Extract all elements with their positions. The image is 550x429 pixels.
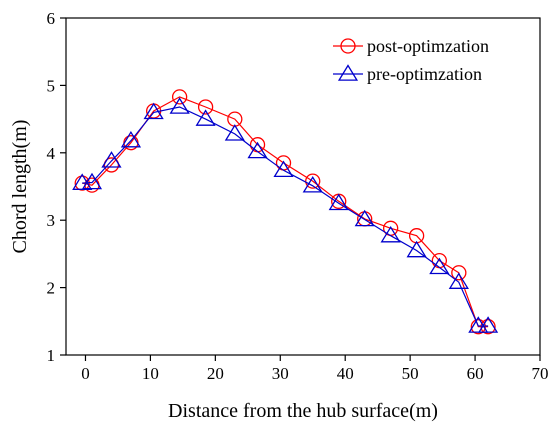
x-tick-label: 0 xyxy=(81,364,90,383)
legend-marker-pre-optimzation xyxy=(337,64,359,81)
data-point-post-optimzation xyxy=(451,265,467,281)
series-layer xyxy=(72,89,499,335)
x-tick-label: 50 xyxy=(402,364,419,383)
y-tick-label: 2 xyxy=(47,279,56,298)
data-point-pre-optimzation xyxy=(448,272,469,289)
legend-label-pre-optimzation: pre-optimzation xyxy=(367,64,482,84)
y-tick-label: 6 xyxy=(47,9,56,28)
series-line-pre-optimzation xyxy=(82,106,489,327)
data-point-post-optimzation xyxy=(197,99,214,115)
data-point-post-optimzation xyxy=(305,173,321,189)
y-tick-label: 4 xyxy=(47,144,56,163)
plot-frame xyxy=(65,17,541,356)
data-point-pre-optimzation xyxy=(101,151,122,168)
legend-label-post-optimzation: post-optimzation xyxy=(367,36,489,56)
data-point-pre-optimzation xyxy=(273,160,294,178)
y-tick-label: 1 xyxy=(47,346,56,365)
data-point-pre-optimzation xyxy=(81,172,103,190)
data-point-post-optimzation xyxy=(171,89,188,105)
data-point-pre-optimzation xyxy=(143,102,164,120)
x-tick-label: 70 xyxy=(532,364,549,383)
x-tick-label: 30 xyxy=(272,364,289,383)
data-point-pre-optimzation xyxy=(224,124,245,141)
legend: post-optimzation pre-optimzation xyxy=(333,36,489,84)
data-point-pre-optimzation xyxy=(429,257,450,275)
x-tick-label: 60 xyxy=(467,364,484,383)
series-line-post-optimzation xyxy=(82,96,489,328)
data-point-pre-optimzation xyxy=(477,316,499,333)
data-point-pre-optimzation xyxy=(328,193,349,211)
data-point-pre-optimzation xyxy=(195,109,216,126)
y-axis-title: Chord length(m) xyxy=(9,120,31,254)
x-tick-label: 20 xyxy=(207,364,224,383)
ticks-layer: 0 10 20 30 40 50 60 70 1 2 3 4 5 6 xyxy=(47,9,549,383)
data-point-pre-optimzation xyxy=(247,141,268,159)
data-point-pre-optimzation xyxy=(380,225,401,243)
x-axis-title: Distance from the hub surface(m) xyxy=(168,400,438,422)
data-point-pre-optimzation xyxy=(169,97,190,114)
data-point-post-optimzation xyxy=(480,319,496,335)
data-point-pre-optimzation xyxy=(302,176,323,193)
legend-marker-post-optimzation xyxy=(340,38,356,54)
data-point-pre-optimzation xyxy=(354,209,375,227)
data-point-post-optimzation xyxy=(470,319,486,335)
x-tick-label: 40 xyxy=(337,364,354,383)
data-point-pre-optimzation xyxy=(406,240,427,258)
y-tick-label: 3 xyxy=(47,211,56,230)
x-tick-label: 10 xyxy=(142,364,159,383)
data-point-pre-optimzation xyxy=(468,316,489,333)
y-tick-label: 5 xyxy=(47,76,56,95)
data-point-pre-optimzation xyxy=(120,130,142,148)
